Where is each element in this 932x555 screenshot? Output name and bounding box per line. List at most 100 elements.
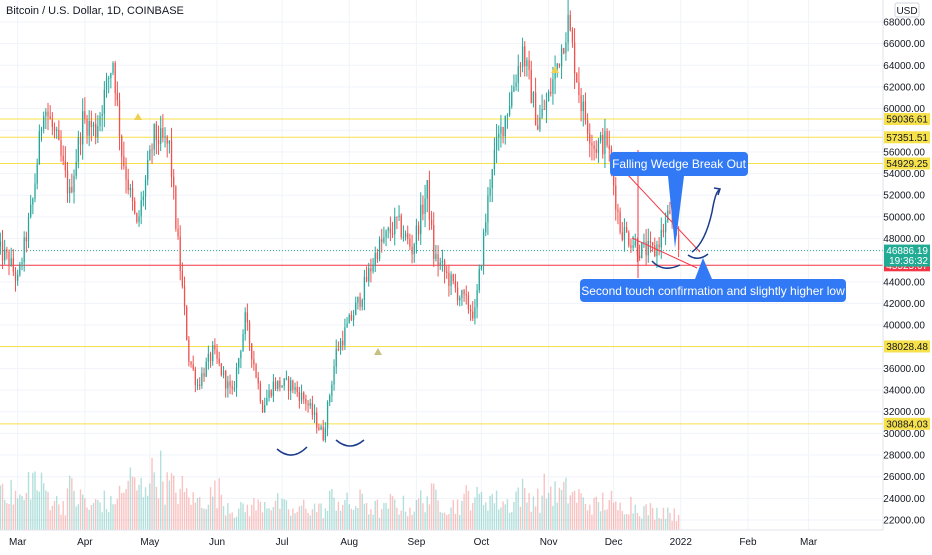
candle-body <box>619 211 621 233</box>
price-tick-label: 30000.00 <box>883 429 925 440</box>
callout-bottom[interactable]: Second touch confirmation and slightly h… <box>580 258 846 302</box>
candle-body <box>194 369 197 385</box>
candle-body <box>86 118 88 136</box>
volume-bar <box>218 478 220 530</box>
volume-bar <box>589 504 591 530</box>
candle-body <box>667 210 669 221</box>
candle-body <box>513 86 515 92</box>
volume-bar <box>443 512 446 530</box>
volume-bar <box>10 479 12 530</box>
candle-body <box>186 306 188 340</box>
volume-bar <box>504 504 506 530</box>
volume-bar <box>595 496 597 530</box>
candle-body <box>220 363 223 376</box>
volume-bar <box>435 489 437 530</box>
candle-body <box>270 390 272 397</box>
volume-bar <box>376 499 379 530</box>
volume-bar <box>578 489 580 530</box>
candle-body <box>240 351 242 359</box>
volume-bar <box>617 510 619 530</box>
candle-body <box>233 388 236 390</box>
wedge-touch-arc-1[interactable] <box>651 260 681 269</box>
callout-top[interactable]: Falling Wedge Break Out <box>610 152 748 248</box>
volume-bar <box>21 495 23 530</box>
candle-body <box>199 384 201 386</box>
candle-body <box>75 161 77 176</box>
wedge-upper-line[interactable] <box>626 173 701 253</box>
candle-body <box>129 188 132 191</box>
volume-bar <box>311 509 314 530</box>
key-level-label: 57351.51 <box>886 133 928 144</box>
projection-arrow-head[interactable] <box>713 187 721 196</box>
candle-body <box>205 361 207 377</box>
candle-body <box>127 179 129 191</box>
candle-body <box>125 166 127 180</box>
wedge-touch-arc-2[interactable] <box>687 253 709 259</box>
currency-badge[interactable] <box>894 2 920 18</box>
double-bottom-arc-left[interactable] <box>276 446 308 456</box>
candle-body <box>355 302 357 316</box>
volume-bar <box>292 508 294 530</box>
volume-bar <box>138 484 140 530</box>
time-tick-label: Aug <box>340 537 358 548</box>
candle-body <box>508 106 511 116</box>
candle-body <box>51 119 53 128</box>
volume-bar <box>530 511 532 530</box>
volume-bar <box>660 518 662 530</box>
candle-body <box>181 270 184 287</box>
volume-bar <box>402 495 405 530</box>
candle-body <box>118 100 121 136</box>
volume-bar <box>220 494 223 530</box>
candle-body <box>426 180 428 199</box>
key-level-label: 54929.25 <box>886 159 928 170</box>
candle-body <box>121 135 123 157</box>
candle-body <box>476 290 478 308</box>
volume-bar <box>606 509 608 530</box>
candle-body <box>326 402 329 429</box>
price-axis[interactable]: 22000.00 24000.00 26000.00 28000.00 30000.00… <box>883 18 925 527</box>
volume-bar <box>357 507 359 530</box>
candle-body <box>277 380 279 389</box>
price-tick-label: 42000.00 <box>883 299 925 310</box>
candle-body <box>485 222 487 233</box>
candle-body <box>528 60 530 70</box>
volume-bar <box>81 494 84 530</box>
volume-bar <box>489 495 491 530</box>
volume-bar <box>417 498 420 530</box>
double-bottom-arc-right[interactable] <box>335 439 365 447</box>
candle-body <box>374 252 376 266</box>
time-tick-label: 2022 <box>670 537 693 548</box>
candle-body <box>441 260 444 263</box>
volume-bar <box>491 494 493 530</box>
candle-body <box>84 111 86 119</box>
volume-bar <box>636 512 639 530</box>
candle-body <box>586 120 589 134</box>
projection-arrow-curve[interactable] <box>691 189 720 253</box>
volume-bar <box>355 506 357 530</box>
volume-bar <box>407 516 409 530</box>
candle-body <box>669 210 671 214</box>
volume-bar <box>27 472 30 530</box>
candle-body <box>589 133 591 144</box>
candle-body <box>36 164 38 184</box>
volume-bar <box>253 498 255 530</box>
candle-body <box>389 228 392 234</box>
wedge-lower-line[interactable] <box>631 237 698 269</box>
price-tick-label: 62000.00 <box>883 82 925 93</box>
volume-bar <box>615 501 617 530</box>
volume-bar <box>101 512 103 530</box>
candle-body <box>430 219 433 226</box>
volume-bar <box>370 509 372 530</box>
volume-bar <box>144 487 147 530</box>
candle-body <box>34 183 36 199</box>
candle-body <box>201 373 203 386</box>
candle-body <box>0 241 1 247</box>
candle-body <box>216 349 218 359</box>
volume-bar <box>36 490 38 530</box>
time-axis[interactable]: Mar Apr May Jun Jul Aug Sep Oct Nov Dec 2022 Feb Mar <box>9 537 818 548</box>
candle-body <box>409 238 411 247</box>
candle-body <box>248 322 251 344</box>
time-tick-label: Mar <box>9 537 27 548</box>
candle-body <box>474 307 476 319</box>
